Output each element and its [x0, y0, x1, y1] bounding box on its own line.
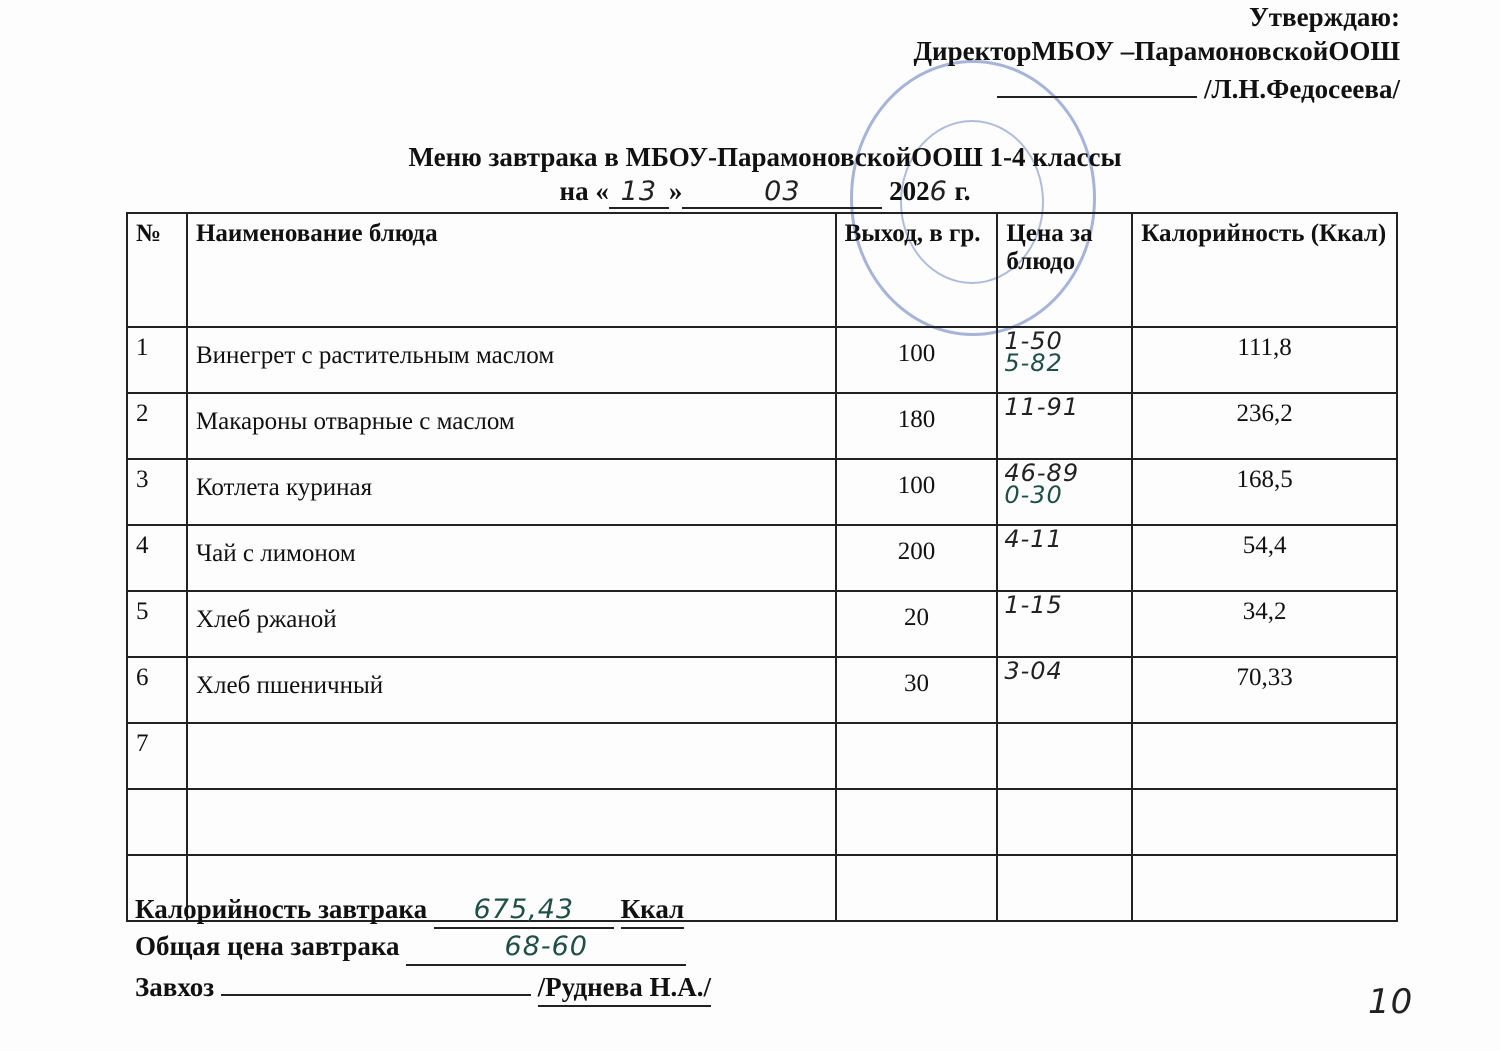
approval-block: Утверждаю: ДиректорМБОУ –ПарамоновскойОО… — [913, 0, 1400, 106]
dish-name: Макароны отварные с маслом — [185, 392, 837, 460]
row-number: 3 — [126, 458, 188, 526]
dish-name: Хлеб ржаной — [185, 590, 837, 658]
page-number: 10 — [1368, 982, 1414, 1022]
date-mid: » — [668, 176, 683, 206]
approval-position: ДиректорМБОУ –ПарамоновскойООШ — [913, 36, 1400, 66]
dish-calories: 34,2 — [1131, 590, 1398, 658]
table-row — [126, 788, 1398, 856]
price-main: 1-15 — [1004, 591, 1063, 619]
dish-calories — [1131, 788, 1398, 856]
table-header-row: № Наименование блюда Выход, в гр. Цена з… — [126, 212, 1398, 328]
header-calories: Калорийность (Ккал) — [1131, 212, 1398, 328]
dish-calories: 236,2 — [1131, 392, 1398, 460]
menu-table: № Наименование блюда Выход, в гр. Цена з… — [126, 212, 1398, 922]
dish-calories: 168,5 — [1131, 458, 1398, 526]
dish-price — [996, 788, 1134, 856]
dish-name — [185, 788, 837, 856]
dish-price: 3-04 — [996, 656, 1134, 724]
manager-signature — [220, 966, 531, 996]
price-secondary: 5-82 — [1004, 349, 1063, 377]
header-dish-name: Наименование блюда — [185, 212, 837, 328]
table-row: 6 Хлеб пшеничный 30 3-04 70,33 — [126, 656, 1398, 724]
dish-weight: 100 — [834, 458, 999, 526]
dish-weight: 30 — [834, 656, 999, 724]
table-row — [126, 854, 1398, 922]
dish-weight — [834, 854, 999, 922]
calories-unit: Ккал — [620, 892, 685, 929]
price-label: Общая цена завтрака — [135, 931, 400, 961]
dish-name: Хлеб пшеничный — [185, 656, 837, 724]
dish-price: 1-15 — [996, 590, 1134, 658]
row-number — [126, 854, 188, 922]
approval-heading: Утверждаю: — [1248, 2, 1400, 32]
price-main: 4-11 — [1004, 525, 1063, 553]
date-suffix: г. — [954, 176, 971, 206]
table-row: 4 Чай с лимоном 200 4-11 54,4 — [126, 524, 1398, 592]
price-main: 1-50 — [1004, 327, 1063, 355]
dish-price: 46-89 0-30 — [996, 458, 1134, 526]
table-row: 5 Хлеб ржаной 20 1-15 34,2 — [126, 590, 1398, 658]
footer-calories: Калорийность завтрака 675,43 Ккал — [135, 892, 711, 929]
dish-weight — [834, 722, 999, 790]
table-row: 7 — [126, 722, 1398, 790]
footer-block: Калорийность завтрака 675,43 Ккал Общая … — [135, 892, 711, 1007]
dish-weight: 20 — [834, 590, 999, 658]
date-prefix: на « — [559, 176, 609, 206]
row-number: 6 — [126, 656, 188, 724]
price-value: 68-60 — [406, 929, 687, 966]
date-year-prefix: 202 — [889, 176, 930, 206]
date-day: 13 — [608, 176, 669, 209]
price-main: 11-91 — [1004, 393, 1080, 421]
calories-label: Калорийность завтрака — [135, 894, 428, 924]
calories-value: 675,43 — [433, 892, 614, 929]
row-number: 7 — [126, 722, 188, 790]
dish-name — [185, 854, 837, 922]
row-number: 5 — [126, 590, 188, 658]
dish-weight: 180 — [834, 392, 999, 460]
dish-name: Чай с лимоном — [185, 524, 837, 592]
header-weight: Выход, в гр. — [834, 212, 999, 328]
row-number: 1 — [126, 326, 188, 394]
dish-calories: 70,33 — [1131, 656, 1398, 724]
row-number — [126, 788, 188, 856]
dish-price — [996, 854, 1134, 922]
dish-weight — [834, 788, 999, 856]
header-price: Цена за блюдо — [996, 212, 1134, 328]
dish-weight: 100 — [834, 326, 999, 394]
dish-name — [185, 722, 837, 790]
price-secondary: 0-30 — [1004, 481, 1063, 509]
director-signature — [997, 68, 1198, 98]
document-title: Меню завтрака в МБОУ-ПарамоновскойООШ 1-… — [408, 142, 1122, 172]
dish-price: 4-11 — [996, 524, 1134, 592]
approval-signature-line: /Л.Н.Федосеева/ — [913, 68, 1400, 106]
dish-weight: 200 — [834, 524, 999, 592]
header-number: № — [126, 212, 188, 328]
dish-calories — [1131, 722, 1398, 790]
footer-price: Общая цена завтрака 68-60 — [135, 929, 711, 966]
dish-name: Винегрет с растительным маслом — [185, 326, 837, 394]
dish-calories: 54,4 — [1131, 524, 1398, 592]
dish-calories: 111,8 — [1131, 326, 1398, 394]
dish-name: Котлета куриная — [185, 458, 837, 526]
dish-price — [996, 722, 1134, 790]
footer-manager: Завхоз /Руднева Н.А./ — [135, 966, 711, 1007]
date-year-digit: 6 — [929, 176, 948, 207]
table-row: 3 Котлета куриная 100 46-89 0-30 168,5 — [126, 458, 1398, 526]
dish-price: 11-91 — [996, 392, 1134, 460]
dish-calories — [1131, 854, 1398, 922]
price-main: 3-04 — [1004, 657, 1063, 685]
manager-label: Завхоз — [135, 972, 215, 1002]
dish-price: 1-50 5-82 — [996, 326, 1134, 394]
row-number: 2 — [126, 392, 188, 460]
date-month: 03 — [682, 176, 883, 209]
director-name: /Л.Н.Федосеева/ — [1204, 74, 1400, 104]
price-main: 46-89 — [1004, 459, 1080, 487]
manager-name: /Руднева Н.А./ — [537, 970, 711, 1007]
table-row: 2 Макароны отварные с маслом 180 11-91 2… — [126, 392, 1398, 460]
table-row: 1 Винегрет с растительным маслом 100 1-5… — [126, 326, 1398, 394]
row-number: 4 — [126, 524, 188, 592]
document-date: на «13» 03 2026 г. — [0, 176, 1500, 209]
